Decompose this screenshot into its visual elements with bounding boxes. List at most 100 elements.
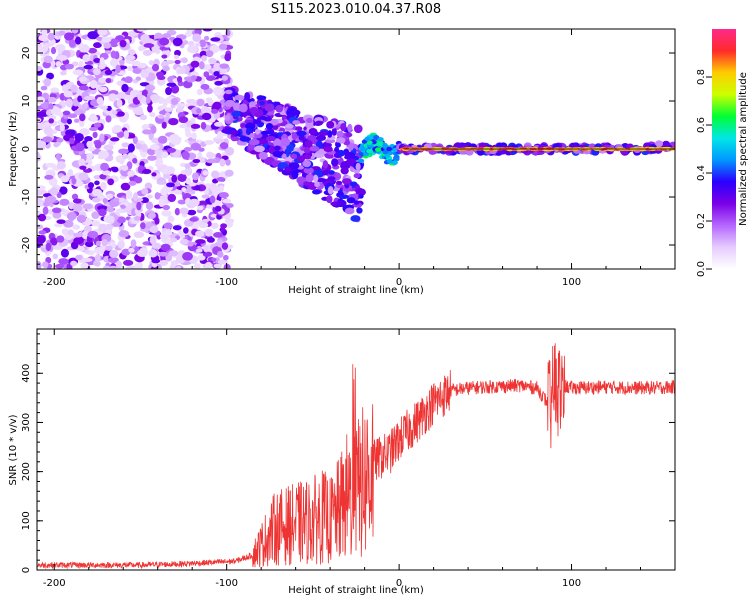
spectrogram-cell <box>81 257 93 263</box>
spectrogram-cell <box>118 148 129 155</box>
spectrogram-y-ticks: -20 -10 0 10 20 <box>21 33 675 265</box>
spectrogram-cell <box>95 240 101 247</box>
spectrogram-cell <box>159 37 170 46</box>
spectrogram-cell <box>221 242 229 250</box>
spectrogram-cell <box>257 138 268 145</box>
spectrogram-cell <box>147 80 155 85</box>
snr-x-ticks: -200 -100 0 100 <box>43 329 676 589</box>
spectrogram-cell <box>146 194 153 199</box>
spectrogram-cell <box>68 202 75 210</box>
spectrogram-cell <box>74 36 82 45</box>
spectrogram-cell <box>335 142 341 148</box>
spectrogram-cell <box>358 193 364 199</box>
spectrogram-cell <box>191 132 197 140</box>
spectrogram-cell <box>373 134 380 140</box>
spectrogram-cell <box>132 67 143 74</box>
spectrogram-cell <box>172 225 182 231</box>
spectrogram-cell <box>37 261 42 269</box>
spectrogram-cell <box>77 95 83 103</box>
spectrogram-cell <box>60 175 70 183</box>
spectrogram-cell <box>335 180 343 185</box>
spectrogram-cell <box>218 43 228 50</box>
spectrogram-cell <box>305 123 314 129</box>
spectrogram-cell <box>281 153 287 160</box>
spectrogram-cell <box>303 167 314 174</box>
y-tick-label: 200 <box>21 462 32 481</box>
spectrogram-x-ticks: -200 -100 0 100 <box>43 29 676 288</box>
spectrogram-cell <box>295 130 307 137</box>
spectrogram-cell <box>109 58 119 67</box>
spectrogram-cell <box>219 142 229 150</box>
spectrogram-cell <box>194 185 200 191</box>
spectrogram-cell <box>149 225 159 234</box>
spectrogram-cell <box>59 198 70 206</box>
spectrogram-cell <box>67 229 74 236</box>
spectrogram-cell <box>318 130 329 137</box>
spectrogram-cell <box>154 192 161 200</box>
spectrogram-cell <box>83 64 94 70</box>
y-tick-label: 300 <box>21 413 32 432</box>
spectrogram-cell <box>252 119 260 125</box>
spectrogram-cell <box>81 103 88 110</box>
spectrogram-cell <box>224 115 231 121</box>
spectrogram-cell <box>45 162 57 168</box>
spectrogram-cell <box>38 230 47 235</box>
spectrogram-cell <box>162 33 172 39</box>
spectrogram-cell <box>170 138 181 146</box>
spectrogram-cell <box>265 123 274 130</box>
spectrogram-cell <box>116 111 125 117</box>
spectrogram-cell <box>96 96 104 105</box>
spectrogram-cell <box>181 187 187 193</box>
spectrogram-cell <box>358 158 365 164</box>
x-tick-label: 0 <box>396 578 402 589</box>
spectrogram-cell <box>165 86 172 96</box>
spectrogram-cell <box>37 185 46 191</box>
spectrogram-cell <box>77 214 87 223</box>
spectrogram-cell <box>145 201 154 210</box>
spectrogram-cell <box>127 134 136 139</box>
spectrogram-cell <box>195 248 203 253</box>
spectrogram-cell <box>78 85 89 91</box>
spectrogram-cell <box>131 90 141 96</box>
spectrogram-cell <box>147 104 153 113</box>
spectrogram-cell <box>328 170 335 175</box>
spectrogram-cell <box>307 182 315 190</box>
spectrogram-cell <box>38 34 50 42</box>
spectrogram-cell <box>270 118 279 126</box>
spectrogram-cell <box>331 127 337 136</box>
spectrogram-cell <box>135 76 142 81</box>
spectrogram-cell <box>99 57 105 66</box>
spectrogram-cell <box>141 168 152 175</box>
spectrogram-cell <box>111 126 122 133</box>
spectrogram-cell <box>63 219 74 228</box>
y-tick-label: 100 <box>21 511 32 530</box>
spectrogram-cell <box>116 131 125 138</box>
spectrogram-cell <box>222 198 232 204</box>
spectrogram-cell <box>87 146 96 152</box>
spectrogram-cell <box>134 176 143 184</box>
spectrogram-cell <box>79 128 90 136</box>
spectrogram-cell <box>97 29 108 36</box>
spectrogram-cell <box>71 61 79 67</box>
spectrogram-cell <box>594 147 602 150</box>
spectrogram-cell <box>254 128 261 135</box>
spectrogram-cell <box>121 142 130 148</box>
spectrogram-cell <box>125 265 137 269</box>
spectrogram-cell <box>142 124 150 130</box>
spectrogram-cell <box>58 258 69 265</box>
spectrogram-cell <box>103 265 111 269</box>
spectrogram-cell <box>93 42 102 49</box>
spectrogram-cell <box>231 136 240 142</box>
spectrogram-cell <box>190 60 200 68</box>
snr-panel: -200 -100 0 100 0 100 200 300 400 Height of str… <box>8 328 676 596</box>
spectrogram-cell <box>49 187 59 196</box>
spectrogram-cell <box>126 65 133 72</box>
spectrogram-cell <box>87 182 95 189</box>
spectrogram-cell <box>296 155 306 162</box>
spectrogram-cell <box>73 232 84 238</box>
spectrogram-cell <box>175 103 186 108</box>
y-tick-label: -10 <box>21 189 32 205</box>
spectrogram-cell <box>116 216 127 224</box>
spectrogram-cell <box>94 254 101 263</box>
spectrogram-cell <box>220 223 228 229</box>
